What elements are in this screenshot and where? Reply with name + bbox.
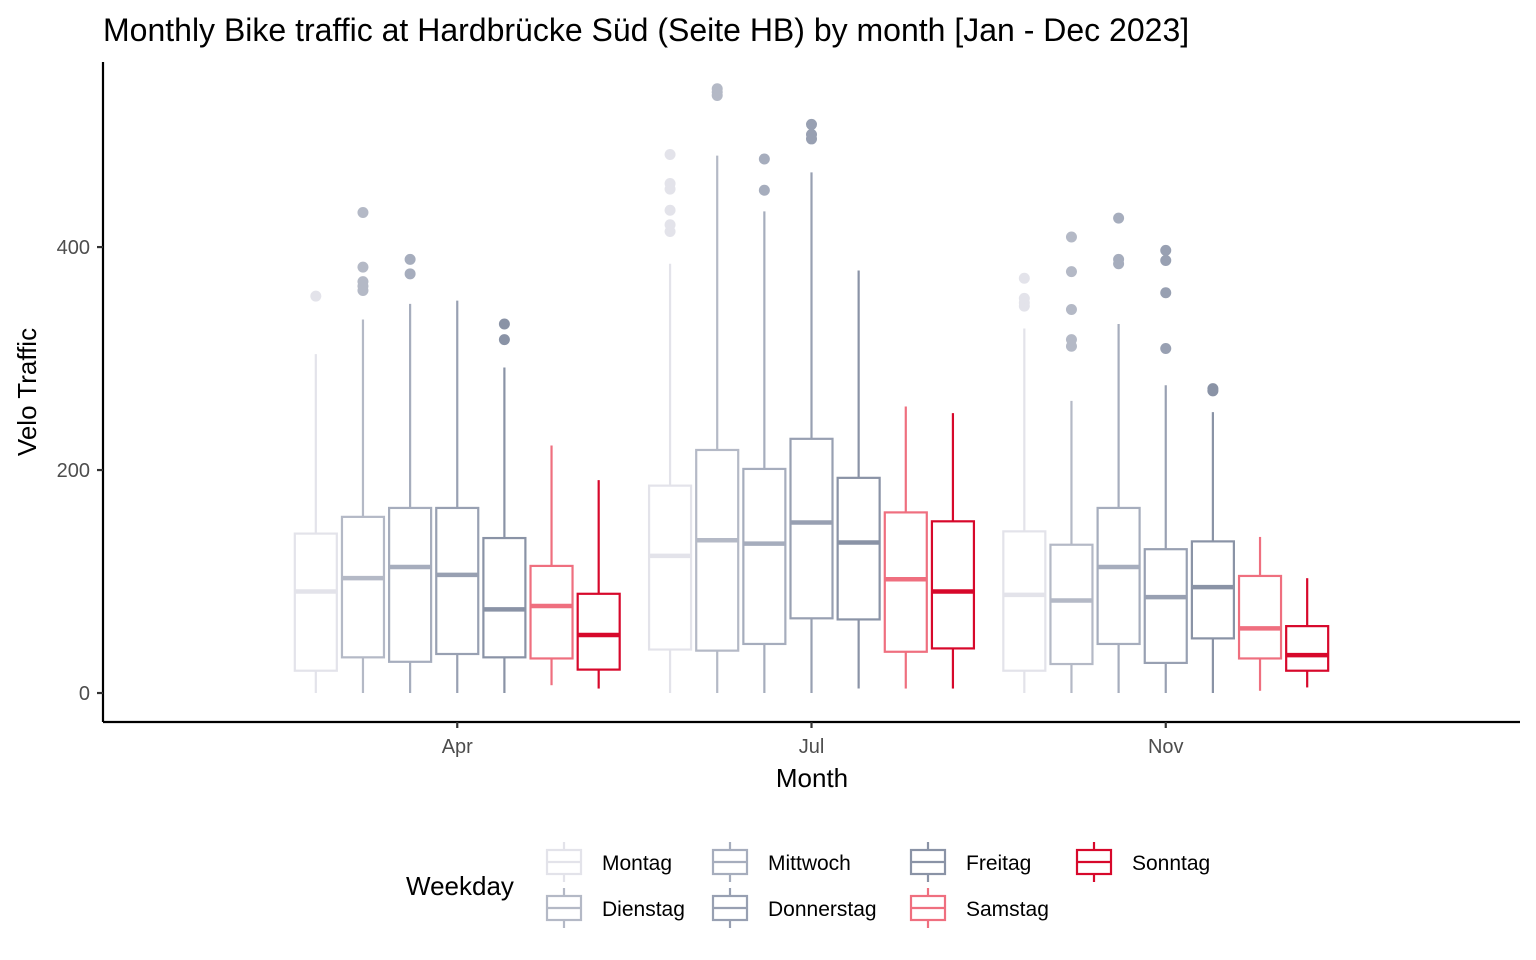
box xyxy=(1190,540,1235,640)
legend-label: Mittwoch xyxy=(768,852,851,875)
y-tick-label: 200 xyxy=(57,460,90,482)
box xyxy=(647,484,693,651)
box xyxy=(293,532,338,672)
legend-item-montag: Montag xyxy=(545,842,672,882)
outlier-point xyxy=(806,128,817,140)
outlier-point xyxy=(1160,244,1172,256)
box xyxy=(1002,530,1047,672)
box xyxy=(1285,625,1330,672)
legend-label: Donnerstag xyxy=(768,898,877,921)
x-tick-label: Jul xyxy=(799,736,825,758)
box xyxy=(883,511,928,653)
outlier-point xyxy=(357,276,369,288)
outlier-point xyxy=(1065,304,1077,315)
box xyxy=(1049,543,1094,666)
x-tick-label: Nov xyxy=(1148,736,1184,758)
legend-label: Montag xyxy=(602,852,672,875)
box xyxy=(482,536,527,659)
y-axis-title: Velo Traffic xyxy=(12,328,42,456)
box xyxy=(576,592,621,671)
outlier-point xyxy=(1207,383,1219,395)
legend-title: Weekday xyxy=(406,871,514,901)
legend-item-mittwoch: Mittwoch xyxy=(711,842,851,882)
box xyxy=(529,564,574,660)
outlier-point xyxy=(1065,266,1077,278)
box xyxy=(930,520,976,650)
outlier-point xyxy=(664,219,676,231)
legend-label: Sonntag xyxy=(1132,852,1210,875)
series-montag xyxy=(293,149,1047,694)
series-dienstag xyxy=(340,83,1094,694)
box xyxy=(388,506,433,663)
series-sonntag xyxy=(576,413,1330,689)
legend-item-donnerstag: Donnerstag xyxy=(711,888,877,928)
box xyxy=(340,515,386,659)
outlier-point xyxy=(498,318,510,330)
plot-area xyxy=(293,83,1330,694)
box xyxy=(742,467,787,646)
box xyxy=(435,506,480,656)
box xyxy=(695,448,740,652)
box xyxy=(836,476,881,621)
legend-item-sonntag: Sonntag xyxy=(1075,842,1210,882)
outlier-point xyxy=(404,268,416,280)
outlier-point xyxy=(498,334,510,346)
outlier-point xyxy=(1018,292,1030,304)
series-donnerstag xyxy=(435,118,1188,694)
outlier-point xyxy=(357,261,369,273)
chart-title: Monthly Bike traffic at Hardbrücke Süd (… xyxy=(103,12,1189,48)
outlier-point xyxy=(1065,334,1077,346)
x-tick-label: Apr xyxy=(442,736,473,758)
outlier-point xyxy=(758,153,770,165)
legend: Weekday Montag Dienstag Mittwoch Donnerstag… xyxy=(406,842,1210,928)
outlier-point xyxy=(404,253,416,265)
outlier-point xyxy=(664,204,676,216)
outlier-point xyxy=(1065,231,1077,243)
legend-label: Samstag xyxy=(966,898,1049,921)
outlier-point xyxy=(806,118,817,130)
series-mittwoch xyxy=(388,153,1141,694)
outlier-point xyxy=(711,83,723,95)
legend-item-dienstag: Dienstag xyxy=(545,888,685,928)
box xyxy=(789,437,834,620)
legend-label: Freitag xyxy=(966,852,1031,875)
outlier-point xyxy=(1160,343,1172,355)
outlier-point xyxy=(1113,212,1125,224)
outlier-point xyxy=(1160,287,1172,299)
outlier-point xyxy=(664,178,676,190)
outlier-point xyxy=(310,290,322,302)
legend-label: Dienstag xyxy=(602,898,685,921)
axes: 0 200 400 Apr Jul Nov xyxy=(57,62,1520,758)
y-tick-label: 0 xyxy=(79,683,90,705)
outlier-point xyxy=(1113,253,1125,265)
outlier-point xyxy=(758,184,770,196)
outlier-point xyxy=(357,207,369,219)
box xyxy=(1143,548,1188,665)
outlier-point xyxy=(1160,254,1172,266)
x-axis-title: Month xyxy=(776,763,848,793)
series-samstag xyxy=(529,406,1283,691)
box xyxy=(1237,574,1283,660)
y-tick-label: 400 xyxy=(57,237,90,259)
outlier-point xyxy=(664,149,676,161)
box xyxy=(1096,506,1141,646)
legend-item-samstag: Samstag xyxy=(909,888,1049,928)
legend-item-freitag: Freitag xyxy=(909,842,1031,882)
outlier-point xyxy=(1018,272,1030,284)
series-freitag xyxy=(482,270,1235,694)
